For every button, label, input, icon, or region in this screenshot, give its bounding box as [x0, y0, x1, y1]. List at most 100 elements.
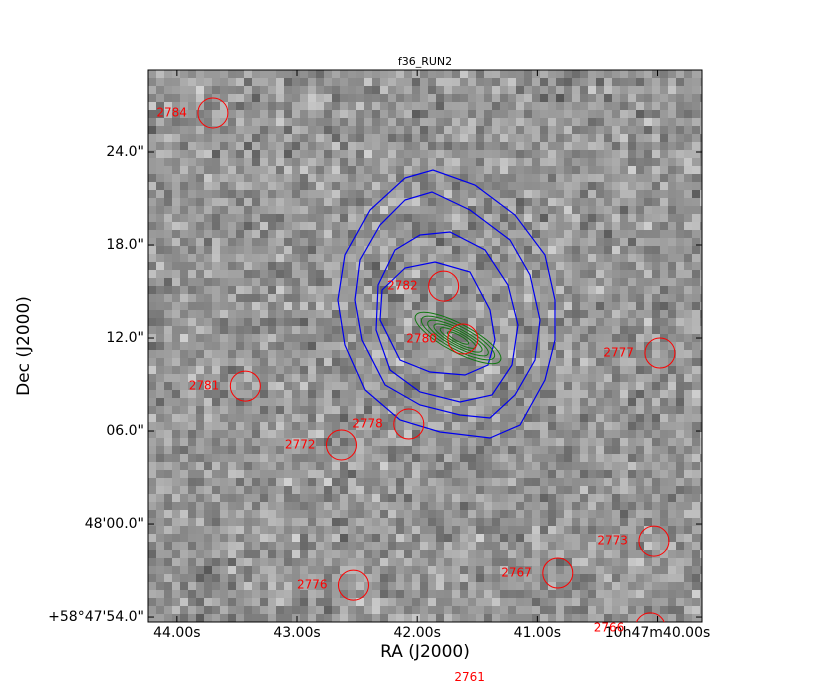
pixel: [588, 310, 596, 318]
pixel: [348, 534, 356, 542]
pixel: [644, 94, 652, 102]
pixel: [308, 478, 316, 486]
pixel: [340, 342, 348, 350]
pixel: [228, 158, 236, 166]
pixel: [540, 110, 548, 118]
pixel: [500, 294, 508, 302]
pixel: [204, 166, 212, 174]
pixel: [692, 438, 700, 446]
pixel: [324, 598, 332, 606]
pixel: [684, 102, 692, 110]
pixel: [564, 214, 572, 222]
pixel: [684, 582, 692, 590]
pixel: [180, 142, 188, 150]
pixel: [476, 518, 484, 526]
pixel: [332, 606, 340, 614]
pixel: [204, 270, 212, 278]
pixel: [164, 110, 172, 118]
pixel: [260, 342, 268, 350]
pixel: [436, 438, 444, 446]
pixel: [372, 238, 380, 246]
pixel: [500, 598, 508, 606]
pixel: [172, 310, 180, 318]
pixel: [556, 190, 564, 198]
pixel: [292, 486, 300, 494]
pixel: [148, 414, 156, 422]
pixel: [444, 318, 452, 326]
pixel: [324, 422, 332, 430]
pixel: [460, 270, 468, 278]
pixel: [516, 390, 524, 398]
pixel: [348, 318, 356, 326]
pixel: [428, 70, 436, 78]
pixel: [460, 158, 468, 166]
pixel: [372, 446, 380, 454]
pixel: [636, 606, 644, 614]
pixel: [236, 238, 244, 246]
pixel: [204, 262, 212, 270]
pixel: [324, 558, 332, 566]
pixel: [492, 478, 500, 486]
pixel: [420, 390, 428, 398]
pixel: [548, 70, 556, 78]
pixel: [148, 558, 156, 566]
pixel: [244, 158, 252, 166]
pixel: [612, 398, 620, 406]
pixel: [292, 102, 300, 110]
pixel: [492, 142, 500, 150]
pixel: [556, 534, 564, 542]
pixel: [556, 86, 564, 94]
pixel: [284, 414, 292, 422]
pixel: [324, 174, 332, 182]
pixel: [268, 150, 276, 158]
pixel: [396, 150, 404, 158]
pixel: [148, 150, 156, 158]
pixel: [540, 430, 548, 438]
pixel: [500, 534, 508, 542]
pixel: [404, 366, 412, 374]
pixel: [156, 462, 164, 470]
pixel: [268, 86, 276, 94]
pixel: [332, 78, 340, 86]
pixel: [252, 318, 260, 326]
pixel: [668, 582, 676, 590]
pixel: [372, 182, 380, 190]
pixel: [540, 438, 548, 446]
pixel: [404, 206, 412, 214]
pixel: [492, 222, 500, 230]
pixel: [268, 294, 276, 302]
pixel: [300, 478, 308, 486]
pixel: [644, 110, 652, 118]
pixel: [356, 390, 364, 398]
pixel: [692, 294, 700, 302]
pixel: [492, 238, 500, 246]
pixel: [300, 574, 308, 582]
pixel: [660, 326, 668, 334]
pixel: [348, 158, 356, 166]
pixel: [540, 606, 548, 614]
pixel: [156, 374, 164, 382]
pixel: [604, 550, 612, 558]
pixel: [348, 614, 356, 622]
pixel: [300, 294, 308, 302]
pixel: [652, 70, 660, 78]
pixel: [220, 110, 228, 118]
radio-contour: [354, 191, 541, 419]
pixel: [276, 366, 284, 374]
pixel: [612, 118, 620, 126]
pixel: [260, 134, 268, 142]
pixel: [452, 606, 460, 614]
pixel: [700, 102, 702, 110]
pixel: [452, 134, 460, 142]
pixel: [300, 542, 308, 550]
pixel: [356, 270, 364, 278]
pixel: [540, 502, 548, 510]
pixel: [388, 230, 396, 238]
pixel: [476, 566, 484, 574]
pixel: [524, 302, 532, 310]
pixel: [292, 94, 300, 102]
pixel: [156, 246, 164, 254]
pixel: [660, 294, 668, 302]
pixel: [212, 230, 220, 238]
pixel: [460, 190, 468, 198]
